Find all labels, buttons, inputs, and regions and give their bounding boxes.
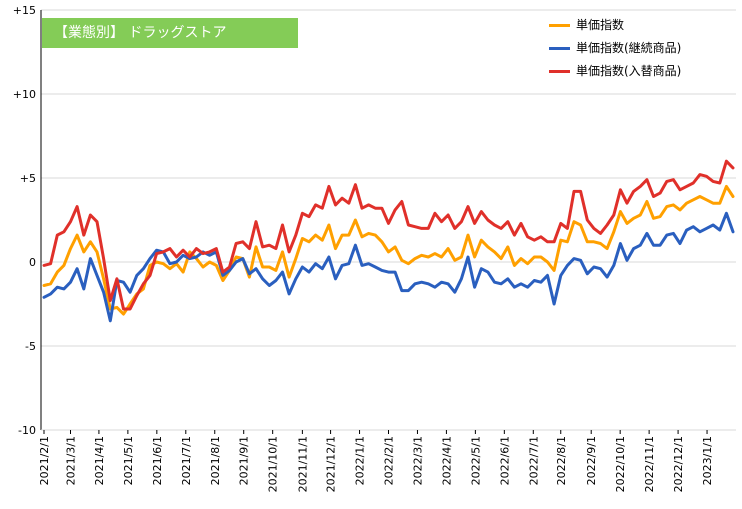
y-tick-labels: +15 +10 +5 0 -5 -10 (13, 4, 36, 437)
legend-item-continuing-products: 単価指数(継続商品) (549, 37, 734, 60)
series-line-1 (42, 184, 735, 316)
x-tick-label: 2021/2/1 (38, 436, 51, 485)
x-tick-label: 2022/9/1 (585, 436, 598, 485)
x-tick-label: 2022/1/1 (354, 436, 367, 485)
series-line-3 (42, 159, 735, 311)
x-tick-label: 2021/6/1 (151, 436, 164, 485)
x-tick-label: 2022/3/1 (411, 436, 424, 485)
x-tick-label: 2021/11/1 (296, 436, 309, 492)
x-tick-label: 2021/8/1 (209, 436, 222, 485)
series-line-2 (42, 211, 735, 323)
axes (40, 10, 736, 434)
x-tick-label: 2021/3/1 (65, 436, 78, 485)
x-tick-label: 2022/5/1 (469, 436, 482, 485)
x-tick-label: 2022/11/1 (643, 436, 656, 492)
x-tick-label: 2023/1/1 (701, 436, 714, 485)
x-tick-label: 2021/9/1 (238, 436, 251, 485)
legend: 単価指数 単価指数(継続商品) 単価指数(入替商品) (549, 14, 734, 83)
legend-swatch-red (549, 70, 570, 73)
legend-label: 単価指数(入替商品) (576, 64, 682, 78)
legend-swatch-orange (549, 24, 570, 27)
x-tick-label: 2022/7/1 (527, 436, 540, 485)
x-tick-label: 2021/7/1 (180, 436, 193, 485)
x-tick-label: 2021/10/1 (267, 436, 280, 492)
legend-item-replaced-products: 単価指数(入替商品) (549, 60, 734, 83)
y-tick-label: -10 (18, 424, 36, 437)
series-lines (42, 159, 735, 323)
legend-swatch-blue (549, 47, 570, 50)
chart-title: 【業態別】 ドラッグストア (42, 18, 298, 48)
x-tick-label: 2022/2/1 (383, 436, 396, 485)
legend-label: 単価指数(継続商品) (576, 41, 682, 55)
x-tick-label: 2022/8/1 (555, 436, 568, 485)
y-tick-label: +5 (20, 172, 36, 185)
x-tick-label: 2022/4/1 (440, 436, 453, 485)
x-tick-label: 2022/12/1 (672, 436, 685, 492)
y-tick-label: +15 (13, 4, 36, 17)
legend-item-unit-price: 単価指数 (549, 14, 734, 37)
x-tick-labels: 2021/2/1 2021/3/1 2021/4/1 2021/5/1 2021/6/1… (38, 436, 714, 492)
x-tick-label: 2022/10/1 (614, 436, 627, 492)
x-tick-label: 2021/5/1 (122, 436, 135, 485)
y-tick-label: +10 (13, 88, 36, 101)
x-tick-label: 2022/6/1 (498, 436, 511, 485)
y-tick-label: 0 (29, 256, 36, 269)
legend-label: 単価指数 (576, 18, 625, 32)
x-tick-label: 2021/4/1 (93, 436, 106, 485)
x-tick-label: 2021/12/1 (325, 436, 338, 492)
y-tick-label: -5 (25, 340, 36, 353)
